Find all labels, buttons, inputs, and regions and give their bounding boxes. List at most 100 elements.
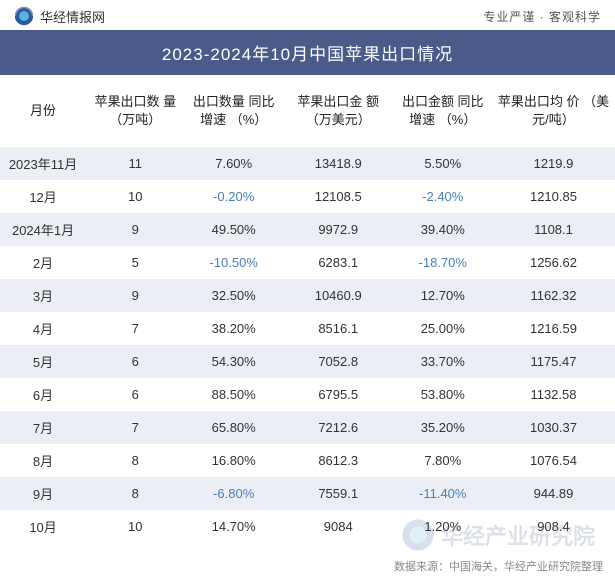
cell-month: 10月 bbox=[0, 510, 86, 543]
cell-val-yoy: 25.00% bbox=[394, 312, 492, 345]
table-row: 2月5-10.50%6283.1-18.70%1256.62 bbox=[0, 246, 615, 279]
col-val-yoy: 出口金额 同比增速 （%） bbox=[394, 75, 492, 147]
cell-month: 7月 bbox=[0, 411, 86, 444]
logo-icon bbox=[14, 6, 34, 26]
cell-qty-yoy: 16.80% bbox=[184, 444, 282, 477]
cell-price: 1108.1 bbox=[492, 213, 615, 246]
cell-qty-yoy: 38.20% bbox=[184, 312, 282, 345]
cell-month: 2024年1月 bbox=[0, 213, 86, 246]
table-row: 9月8-6.80%7559.1-11.40%944.89 bbox=[0, 477, 615, 510]
page-header: 华经情报网 专业严谨 · 客观科学 bbox=[0, 0, 615, 30]
cell-price: 1219.9 bbox=[492, 147, 615, 180]
cell-month: 5月 bbox=[0, 345, 86, 378]
cell-qty: 7 bbox=[86, 312, 184, 345]
cell-qty-yoy: 32.50% bbox=[184, 279, 282, 312]
col-val: 苹果出口金 额 （万美元） bbox=[283, 75, 394, 147]
cell-val: 7212.6 bbox=[283, 411, 394, 444]
cell-price: 1216.59 bbox=[492, 312, 615, 345]
table-row: 5月654.30%7052.833.70%1175.47 bbox=[0, 345, 615, 378]
cell-qty-yoy: 7.60% bbox=[184, 147, 282, 180]
cell-qty: 6 bbox=[86, 345, 184, 378]
cell-val-yoy: 33.70% bbox=[394, 345, 492, 378]
cell-qty-yoy: -6.80% bbox=[184, 477, 282, 510]
cell-val-yoy: 1.20% bbox=[394, 510, 492, 543]
cell-qty: 9 bbox=[86, 213, 184, 246]
cell-price: 1210.85 bbox=[492, 180, 615, 213]
cell-price: 1030.37 bbox=[492, 411, 615, 444]
cell-qty-yoy: -0.20% bbox=[184, 180, 282, 213]
cell-price: 908.4 bbox=[492, 510, 615, 543]
cell-price: 1256.62 bbox=[492, 246, 615, 279]
cell-val: 8612.3 bbox=[283, 444, 394, 477]
cell-val: 9084 bbox=[283, 510, 394, 543]
cell-qty: 10 bbox=[86, 510, 184, 543]
col-qty: 苹果出口数 量 （万吨） bbox=[86, 75, 184, 147]
header-tagline: 专业严谨 · 客观科学 bbox=[483, 8, 601, 25]
cell-qty: 7 bbox=[86, 411, 184, 444]
cell-month: 8月 bbox=[0, 444, 86, 477]
cell-val-yoy: 39.40% bbox=[394, 213, 492, 246]
cell-qty: 8 bbox=[86, 477, 184, 510]
cell-price: 1175.47 bbox=[492, 345, 615, 378]
table-row: 3月932.50%10460.912.70%1162.32 bbox=[0, 279, 615, 312]
cell-price: 944.89 bbox=[492, 477, 615, 510]
cell-val: 12108.5 bbox=[283, 180, 394, 213]
header-left: 华经情报网 bbox=[14, 6, 105, 26]
cell-price: 1162.32 bbox=[492, 279, 615, 312]
cell-month: 9月 bbox=[0, 477, 86, 510]
cell-qty: 5 bbox=[86, 246, 184, 279]
cell-val: 6283.1 bbox=[283, 246, 394, 279]
cell-val: 7559.1 bbox=[283, 477, 394, 510]
table-row: 4月738.20%8516.125.00%1216.59 bbox=[0, 312, 615, 345]
cell-month: 2月 bbox=[0, 246, 86, 279]
table-title: 2023-2024年10月中国苹果出口情况 bbox=[0, 30, 615, 75]
cell-qty: 10 bbox=[86, 180, 184, 213]
table-row: 2024年1月949.50%9972.939.40%1108.1 bbox=[0, 213, 615, 246]
table-row: 7月765.80%7212.635.20%1030.37 bbox=[0, 411, 615, 444]
cell-qty-yoy: 14.70% bbox=[184, 510, 282, 543]
cell-val: 9972.9 bbox=[283, 213, 394, 246]
cell-price: 1132.58 bbox=[492, 378, 615, 411]
data-source-footer: 数据来源：中国海关，华经产业研究院整理 bbox=[394, 558, 603, 574]
cell-val: 7052.8 bbox=[283, 345, 394, 378]
cell-val: 6795.5 bbox=[283, 378, 394, 411]
cell-val-yoy: -11.40% bbox=[394, 477, 492, 510]
cell-val: 8516.1 bbox=[283, 312, 394, 345]
cell-val-yoy: -2.40% bbox=[394, 180, 492, 213]
col-price: 苹果出口均 价 （美元/吨） bbox=[492, 75, 615, 147]
col-month: 月份 bbox=[0, 75, 86, 147]
cell-val-yoy: 53.80% bbox=[394, 378, 492, 411]
cell-month: 6月 bbox=[0, 378, 86, 411]
table-row: 6月688.50%6795.553.80%1132.58 bbox=[0, 378, 615, 411]
table-body: 2023年11月117.60%13418.95.50%1219.912月10-0… bbox=[0, 147, 615, 543]
cell-val: 13418.9 bbox=[283, 147, 394, 180]
cell-qty-yoy: -10.50% bbox=[184, 246, 282, 279]
cell-qty-yoy: 49.50% bbox=[184, 213, 282, 246]
cell-val: 10460.9 bbox=[283, 279, 394, 312]
cell-qty-yoy: 54.30% bbox=[184, 345, 282, 378]
cell-month: 4月 bbox=[0, 312, 86, 345]
cell-qty: 8 bbox=[86, 444, 184, 477]
cell-qty-yoy: 88.50% bbox=[184, 378, 282, 411]
cell-price: 1076.54 bbox=[492, 444, 615, 477]
cell-month: 12月 bbox=[0, 180, 86, 213]
cell-val-yoy: 35.20% bbox=[394, 411, 492, 444]
table-row: 12月10-0.20%12108.5-2.40%1210.85 bbox=[0, 180, 615, 213]
cell-val-yoy: 12.70% bbox=[394, 279, 492, 312]
cell-qty: 9 bbox=[86, 279, 184, 312]
col-qty-yoy: 出口数量 同比增速 （%） bbox=[184, 75, 282, 147]
cell-val-yoy: -18.70% bbox=[394, 246, 492, 279]
table-row: 2023年11月117.60%13418.95.50%1219.9 bbox=[0, 147, 615, 180]
table-row: 10月1014.70%90841.20%908.4 bbox=[0, 510, 615, 543]
cell-qty-yoy: 65.80% bbox=[184, 411, 282, 444]
cell-val-yoy: 7.80% bbox=[394, 444, 492, 477]
cell-month: 3月 bbox=[0, 279, 86, 312]
table-header-row: 月份 苹果出口数 量 （万吨） 出口数量 同比增速 （%） 苹果出口金 额 （万… bbox=[0, 75, 615, 147]
cell-val-yoy: 5.50% bbox=[394, 147, 492, 180]
cell-qty: 6 bbox=[86, 378, 184, 411]
site-name: 华经情报网 bbox=[40, 7, 105, 26]
table-row: 8月816.80%8612.37.80%1076.54 bbox=[0, 444, 615, 477]
data-table: 月份 苹果出口数 量 （万吨） 出口数量 同比增速 （%） 苹果出口金 额 （万… bbox=[0, 75, 615, 543]
cell-month: 2023年11月 bbox=[0, 147, 86, 180]
cell-qty: 11 bbox=[86, 147, 184, 180]
